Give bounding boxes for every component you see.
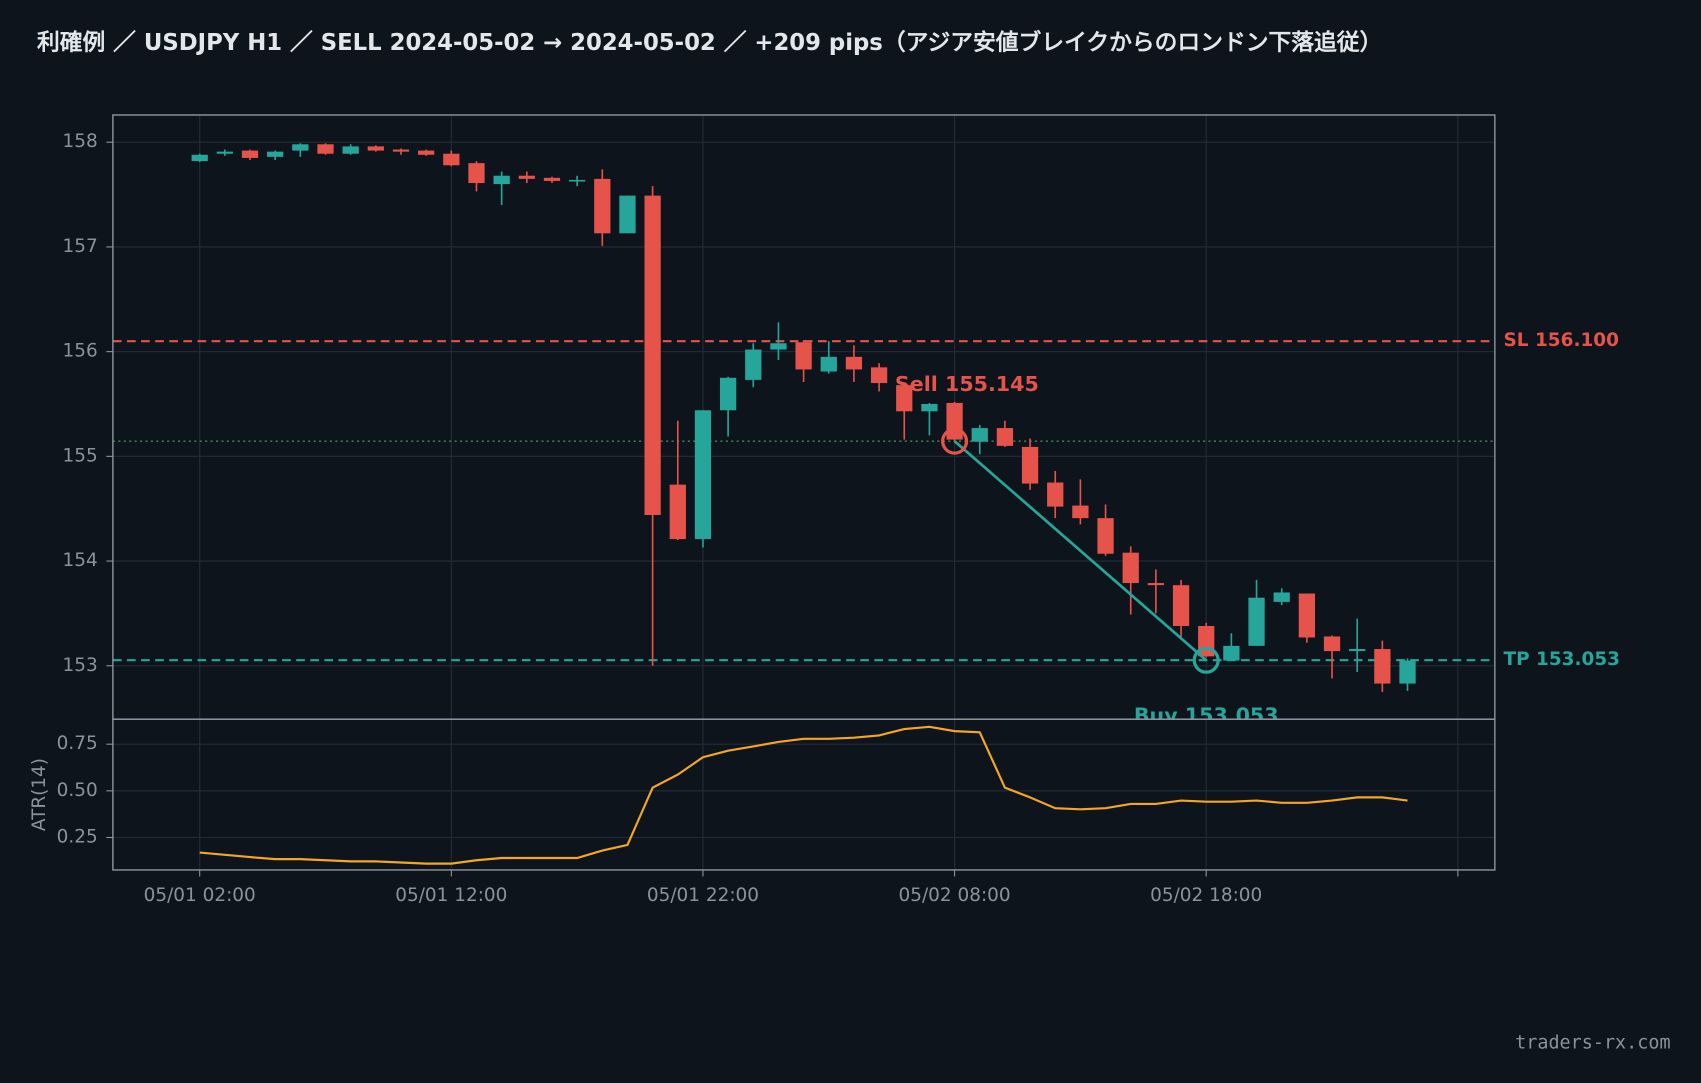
candle-body [946,402,963,440]
candle-body [1323,636,1341,652]
candle-body [267,151,284,157]
level-label: TP 153.053 [1504,649,1621,670]
y-tick-label: 153 [62,655,97,676]
candle-body [1172,585,1190,626]
y-tick-label: 156 [62,341,97,362]
indicator-panel-bg [112,719,1495,870]
candle-body [1298,593,1316,638]
candle-body [820,356,837,372]
candle-body [770,343,787,350]
candle-body [1072,505,1089,519]
candle-body [367,146,384,151]
candle-body [317,144,334,154]
y-tick-label: 154 [62,550,97,571]
candle-body [845,356,863,370]
candle-body [896,385,913,412]
candle-body [669,484,686,540]
x-tick-label: 05/02 08:00 [899,885,1011,906]
candle-body [493,175,510,185]
candle-body [971,428,988,442]
candle-body [921,403,938,412]
trade-line [953,440,1208,662]
candle-body [1248,597,1265,646]
candle-body [1374,649,1391,684]
y-tick-label: 0.50 [57,780,98,801]
candle-body [292,144,309,151]
x-tick-label: 05/01 22:00 [647,885,759,906]
indicator-axis-label: ATR(14) [29,758,50,831]
chart-title: 利確例 ／ USDJPY H1 ／ SELL 2024-05-02 → 2024… [37,29,1382,56]
watermark: traders-rx.com [1515,1033,1670,1054]
candle-body [1147,583,1165,586]
candle-body [1021,446,1039,484]
candle-body [191,154,208,162]
indicator-panel-frame [112,718,1496,871]
candle-body [996,428,1014,446]
candle-body [594,178,611,234]
candle-body [694,410,712,540]
candle-body [518,175,535,179]
candle-body [745,349,762,380]
x-tick-label: 05/02 18:00 [1150,885,1262,906]
level-label: SL 156.100 [1504,330,1619,351]
candle-body [1097,518,1114,554]
candle-body [644,195,661,515]
y-tick-label: 0.75 [57,733,98,754]
candle-body [1047,482,1064,507]
candle-body [1223,645,1240,661]
candle-body [241,150,259,158]
candle-body [216,151,233,154]
indicator-line [199,725,1408,865]
y-tick-label: 158 [62,131,97,152]
candle-body [569,179,586,182]
candle-body [619,195,636,234]
candle-body [1273,592,1290,602]
candle-body [1349,649,1366,652]
candle-body [1399,660,1416,684]
candle-body [443,153,460,166]
x-tick-label: 05/01 02:00 [144,885,256,906]
candle-body [392,149,410,152]
candle-body [468,163,485,184]
candle-body [719,377,737,411]
candle-body [870,367,888,384]
y-tick-label: 155 [62,445,97,466]
candle-body [1122,552,1139,584]
candle-body [342,146,359,154]
y-tick-label: 157 [62,236,97,257]
candle-body [418,150,435,155]
entry-label: Sell 155.145 [895,372,1039,396]
y-tick-label: 0.25 [57,826,98,847]
exit-marker [1192,646,1220,674]
entry-marker [941,427,969,455]
candle-body [795,342,812,370]
candle-body [543,177,561,181]
candle-body [1198,625,1215,657]
x-tick-label: 05/01 12:00 [395,885,507,906]
